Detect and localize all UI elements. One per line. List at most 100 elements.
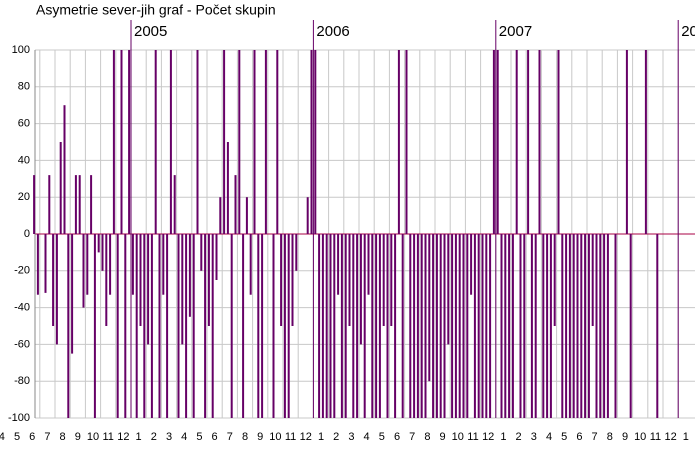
bar: [185, 234, 188, 418]
bar: [105, 234, 108, 326]
bar: [356, 234, 359, 418]
bar: [557, 50, 560, 234]
bar: [435, 234, 438, 418]
x-tick-label: 7: [227, 431, 233, 443]
bar: [424, 234, 427, 418]
x-tick-label: 2: [151, 431, 157, 443]
bar: [207, 234, 210, 326]
x-tick-label: 8: [607, 431, 613, 443]
bar: [204, 234, 207, 418]
x-tick-label: 6: [212, 431, 218, 443]
bar: [36, 234, 39, 295]
bar: [318, 234, 321, 418]
x-tick-label: 6: [576, 431, 582, 443]
x-tick-label: 4: [181, 431, 187, 443]
x-tick-label: 11: [102, 431, 113, 443]
bar: [261, 234, 264, 418]
y-tick-label: -60: [14, 338, 30, 350]
bar: [101, 234, 104, 271]
bar: [234, 175, 237, 234]
bar: [340, 234, 343, 418]
x-tick-label: 10: [634, 431, 646, 443]
year-label: 2008: [681, 23, 695, 40]
bar: [386, 234, 389, 418]
bar: [272, 234, 275, 418]
bar: [606, 234, 609, 418]
bar: [504, 234, 507, 418]
x-tick-label: 3: [166, 431, 172, 443]
bar: [587, 234, 590, 418]
bar: [515, 50, 518, 234]
bar: [131, 234, 134, 295]
x-tick-label: 11: [650, 431, 661, 443]
y-tick-label: 40: [18, 154, 30, 166]
bar: [90, 175, 93, 234]
bar: [52, 234, 55, 326]
bar: [253, 50, 256, 234]
bar: [527, 50, 530, 234]
bar: [67, 234, 70, 418]
bar: [135, 234, 138, 418]
x-tick-label: 11: [285, 431, 296, 443]
bar: [276, 50, 279, 234]
bar: [287, 234, 290, 418]
bar: [78, 175, 81, 234]
bar: [561, 234, 564, 418]
bar: [150, 234, 153, 418]
bar: [447, 234, 450, 345]
x-tick-label: 9: [440, 431, 446, 443]
bar: [86, 234, 89, 295]
bar: [109, 234, 112, 295]
x-tick-label: 7: [592, 431, 598, 443]
bar: [55, 234, 58, 345]
bar: [169, 50, 172, 234]
bar: [565, 234, 568, 418]
bar: [367, 234, 370, 295]
bar: [59, 142, 62, 234]
x-tick-label: 10: [87, 431, 99, 443]
bar: [310, 50, 313, 234]
bar: [321, 234, 324, 418]
bar: [181, 234, 184, 345]
bar: [576, 234, 579, 418]
bar: [413, 234, 416, 418]
x-tick-label: 3: [531, 431, 537, 443]
year-label: 2005: [134, 23, 167, 40]
bar: [215, 234, 218, 280]
bar: [390, 234, 393, 326]
bar: [74, 175, 77, 234]
bar: [397, 50, 400, 234]
bar: [625, 50, 628, 234]
bar: [223, 50, 226, 234]
bar: [508, 234, 511, 418]
bar: [462, 234, 465, 418]
x-tick-label: 8: [60, 431, 66, 443]
bar: [599, 234, 602, 418]
bar: [333, 234, 336, 418]
bar: [166, 234, 169, 418]
bar: [219, 197, 222, 234]
bar: [44, 234, 47, 293]
x-tick-label: 12: [482, 431, 494, 443]
bar: [200, 234, 203, 271]
x-tick-label: 9: [622, 431, 628, 443]
bar: [325, 234, 328, 418]
bar: [352, 234, 355, 418]
bar: [71, 234, 74, 354]
y-tick-label: 60: [18, 118, 30, 130]
bar: [500, 234, 503, 418]
x-tick-label: 1: [683, 431, 689, 443]
bar: [306, 197, 309, 234]
y-tick-label: -100: [8, 412, 30, 424]
bar: [283, 234, 286, 418]
bar: [242, 234, 245, 418]
bar: [656, 234, 659, 418]
bar: [245, 197, 248, 234]
bar: [523, 234, 526, 418]
year-label: 2006: [316, 23, 349, 40]
bar: [492, 50, 495, 234]
bar: [264, 50, 267, 234]
bar: [154, 50, 157, 234]
bar: [572, 234, 575, 418]
bar: [546, 234, 549, 418]
